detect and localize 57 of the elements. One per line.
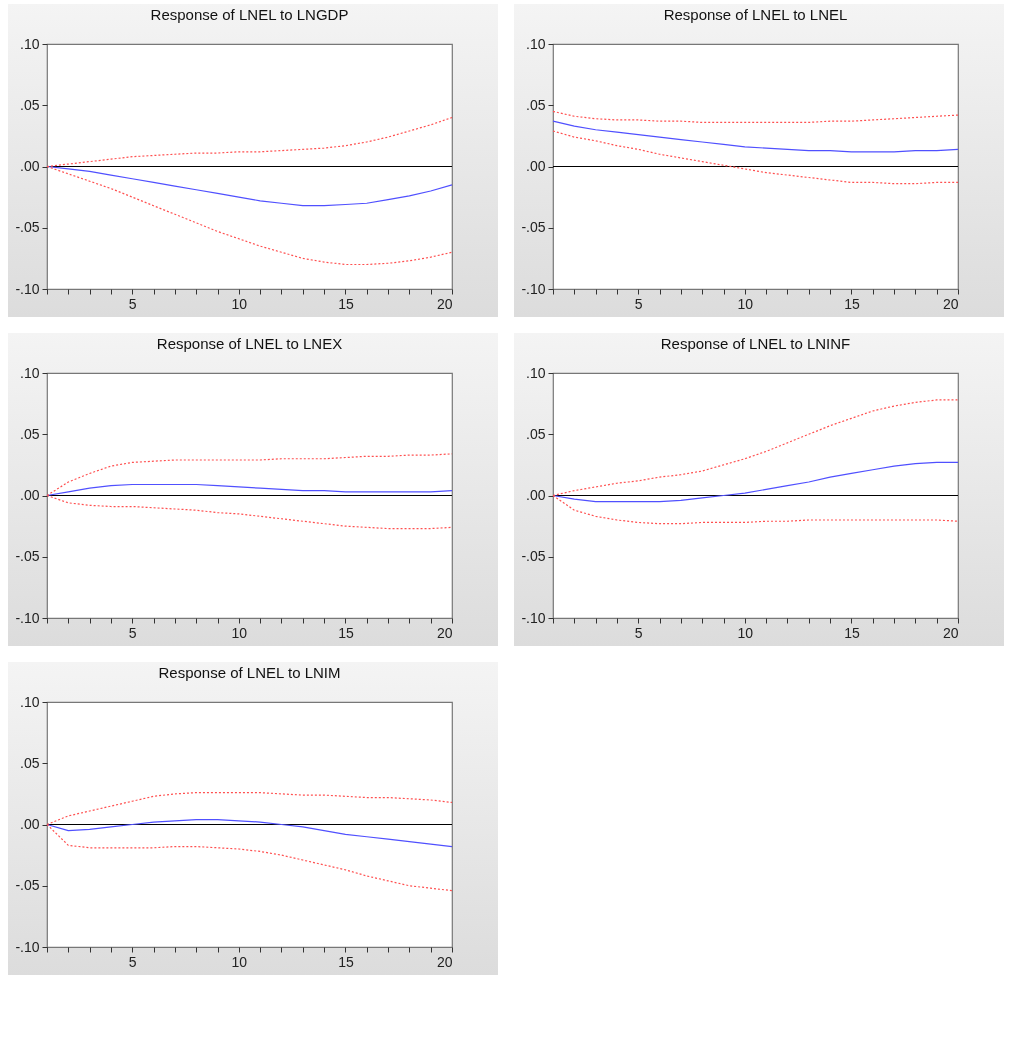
x-tick-label: 5	[128, 624, 137, 641]
y-tick-label: -.10	[521, 280, 546, 297]
y-tick-label: -.10	[521, 609, 546, 626]
x-tick-label: 20	[942, 295, 959, 312]
y-tick-label: .10	[20, 35, 40, 52]
x-tick-label: 20	[942, 624, 959, 641]
y-tick-label: .00	[20, 487, 40, 503]
y-tick-label: .05	[526, 425, 546, 442]
y-tick-label: .05	[20, 425, 40, 442]
y-tick-label: .00	[526, 487, 546, 503]
y-tick-label: .10	[20, 364, 40, 381]
chart-title: Response of LNEL to LNIM	[158, 664, 341, 681]
x-tick-label: 15	[338, 295, 354, 312]
line-series	[552, 130, 959, 185]
chart-title: Response of LNEL to LNINF	[660, 335, 851, 352]
y-tick-label: .00	[20, 158, 40, 174]
x-tick-label: 10	[231, 624, 248, 641]
chart-title: Response of LNEL to LNGDP	[150, 6, 349, 23]
y-tick-label: .10	[20, 693, 40, 710]
x-tick-label: 5	[128, 953, 137, 970]
x-tick-label: 15	[844, 624, 860, 641]
x-tick-label: 5	[634, 295, 643, 312]
y-tick-label: -.05	[15, 877, 40, 894]
y-tick-label: -.05	[15, 219, 40, 236]
x-tick-label: 20	[436, 295, 453, 312]
line-series	[552, 120, 959, 153]
y-tick-label: .05	[20, 96, 40, 113]
x-tick-label: 15	[338, 624, 354, 641]
y-tick-label: -.05	[521, 548, 546, 565]
x-tick-label: 15	[844, 295, 860, 312]
y-tick-label: -.05	[521, 219, 546, 236]
chart-title: Response of LNEL to LNEL	[663, 6, 848, 23]
line-series	[552, 110, 959, 123]
x-tick-label: 15	[338, 953, 354, 970]
x-tick-label: 20	[436, 953, 453, 970]
y-tick-label: -.10	[15, 609, 40, 626]
x-tick-label: 10	[737, 624, 754, 641]
x-tick-label: 10	[231, 295, 248, 312]
x-tick-label: 20	[436, 624, 453, 641]
y-tick-label: .10	[526, 35, 546, 52]
y-tick-label: .00	[526, 158, 546, 174]
x-tick-label: 5	[128, 295, 137, 312]
x-tick-label: 10	[737, 295, 754, 312]
line-series	[46, 819, 453, 848]
x-tick-label: 10	[231, 953, 248, 970]
line-series	[552, 461, 959, 503]
y-tick-label: .05	[20, 754, 40, 771]
line-series	[46, 165, 453, 207]
y-tick-label: -.10	[15, 280, 40, 297]
chart-title: Response of LNEL to LNEX	[156, 335, 343, 352]
y-tick-label: -.05	[15, 548, 40, 565]
y-tick-label: -.10	[15, 938, 40, 955]
line-series	[46, 483, 453, 497]
x-tick-label: 5	[634, 624, 643, 641]
y-tick-label: .10	[526, 364, 546, 381]
y-tick-label: .05	[526, 96, 546, 113]
y-tick-label: .00	[20, 816, 40, 832]
